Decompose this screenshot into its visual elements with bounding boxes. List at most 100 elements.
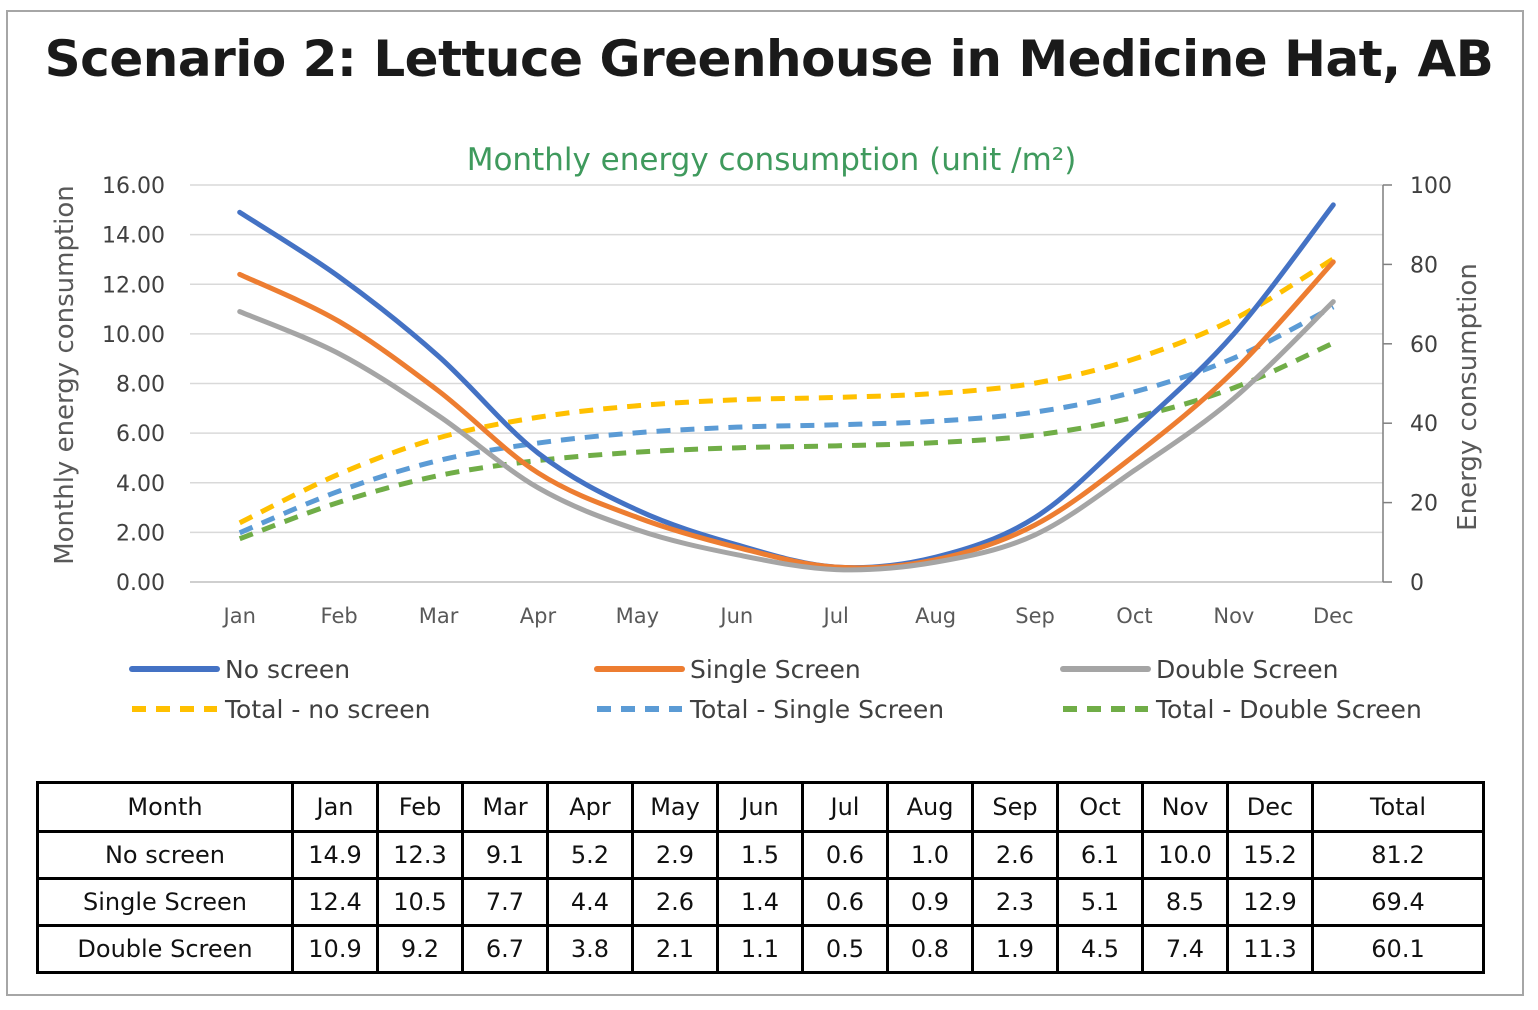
table-cell: 12.3 [376,830,464,880]
y-tick-label: 4.00 [116,472,165,497]
x-tick-label: Apr [520,604,557,628]
table-cell: Jun [716,781,804,833]
table-cell: 2.6 [971,830,1059,880]
table-cell: 2.3 [971,877,1059,927]
table-cell: Mar [461,781,549,833]
table-cell: Jan [291,781,379,833]
legend-label: Total - Double Screen [1155,695,1422,724]
table-cell: 1.1 [716,924,804,974]
table-cell: 12.9 [1226,877,1314,927]
table-cell: 5.2 [546,830,634,880]
table-cell: 1.4 [716,877,804,927]
table-cell: 0.6 [801,830,889,880]
legend-label: Total - no screen [224,695,431,724]
table-cell: Sep [971,781,1059,833]
y-tick-label: 10.00 [102,323,165,348]
series-line-total-double-screen [238,340,1335,542]
series-line-no-screen [237,202,1336,571]
table-header-row: Month Jan Feb Mar Apr May Jun Jul Aug Sep Oct Nov De… [36,781,1485,833]
table-cell: Oct [1056,781,1144,833]
x-tick-label: Jul [822,604,849,628]
table-cell: 6.7 [461,924,549,974]
y2-axis-title: Energy consumption [1453,263,1483,531]
table-cell: 6.1 [1056,830,1144,880]
table-cell: 8.5 [1141,877,1229,927]
page-title: Scenario 2: Lettuce Greenhouse in Medici… [44,30,1494,88]
table-cell: 9.1 [461,830,549,880]
table-cell: 1.0 [886,830,974,880]
legend-label: Single Screen [690,655,861,684]
row-header-cell: Single Screen [36,877,294,927]
table-row: Single Screen 12.4 10.5 7.7 4.4 2.6 1.4 0.6 0.9 2… [36,877,1485,927]
x-tick-label: Sep [1015,604,1055,628]
legend-label: Total - Single Screen [689,695,944,724]
table-cell: 69.4 [1311,877,1485,927]
y2-tick-label: 60 [1410,333,1438,358]
chart-title: Monthly energy consumption (unit /m²) [467,142,1077,178]
table-cell: Nov [1141,781,1229,833]
table-cell: 1.9 [971,924,1059,974]
table-cell: 2.1 [631,924,719,974]
series-line-double-screen [237,299,1336,573]
y-tick-label: 0.00 [116,571,165,596]
x-tick-label: Nov [1213,604,1254,628]
x-tick-label: Jun [718,604,753,628]
legend-label: Double Screen [1156,655,1338,684]
table-cell: Jul [801,781,889,833]
x-tick-label: Aug [915,604,956,628]
row-header-cell: No screen [36,830,294,880]
series-line-single-screen [237,259,1336,571]
table-cell: 12.4 [291,877,379,927]
legend-label: No screen [225,655,350,684]
x-tick-label: Jan [222,604,256,628]
x-tick-label: May [616,604,659,628]
table-cell: 0.6 [801,877,889,927]
series-line-total-no-screen [238,256,1335,526]
table-cell: Feb [376,781,464,833]
table-cell: 10.5 [376,877,464,927]
table-cell: 15.2 [1226,830,1314,880]
y-tick-label: 2.00 [116,521,165,546]
table-cell: 9.2 [376,924,464,974]
y-tick-label: 16.00 [102,174,165,199]
table-cell: 11.3 [1226,924,1314,974]
table-cell: 81.2 [1311,830,1485,880]
x-tick-label: Dec [1313,604,1354,628]
table-cell: 10.0 [1141,830,1229,880]
table-cell: 14.9 [291,830,379,880]
table-cell: Total [1311,781,1485,833]
table-cell: 7.7 [461,877,549,927]
energy-table: Month Jan Feb Mar Apr May Jun Jul Aug Sep Oct Nov De… [36,781,1485,974]
table-cell: May [631,781,719,833]
y-axis-title: Monthly energy consumption [50,185,80,565]
line-chart: Monthly energy consumption (unit /m²) 0.0… [50,142,1483,724]
table-cell: 4.5 [1056,924,1144,974]
table-cell: 60.1 [1311,924,1485,974]
row-header-cell: Month [36,781,294,833]
table-cell: 5.1 [1056,877,1144,927]
y2-tick-label: 80 [1410,253,1438,278]
table-cell: 7.4 [1141,924,1229,974]
y2-tick-label: 40 [1410,412,1438,437]
x-tick-label: Oct [1116,604,1152,628]
y2-tick-label: 20 [1410,492,1438,517]
y-tick-label: 6.00 [116,422,165,447]
table-row: No screen 14.9 12.3 9.1 5.2 2.9 1.5 0.6 1.0 2.6 6.… [36,830,1485,880]
row-header-cell: Double Screen [36,924,294,974]
table-cell: Dec [1226,781,1314,833]
table-cell: 3.8 [546,924,634,974]
table-cell: 2.6 [631,877,719,927]
y-tick-label: 8.00 [116,373,165,398]
x-tick-label: Mar [419,604,459,628]
y2-tick-label: 0 [1410,571,1424,596]
table-cell: 1.5 [716,830,804,880]
table-cell: 0.8 [886,924,974,974]
table-cell: Apr [546,781,634,833]
table-cell: 2.9 [631,830,719,880]
y-tick-label: 12.00 [102,273,165,298]
y2-tick-label: 100 [1410,174,1452,199]
table-cell: 10.9 [291,924,379,974]
table-cell: 0.5 [801,924,889,974]
table-cell: 4.4 [546,877,634,927]
table-cell: Aug [886,781,974,833]
